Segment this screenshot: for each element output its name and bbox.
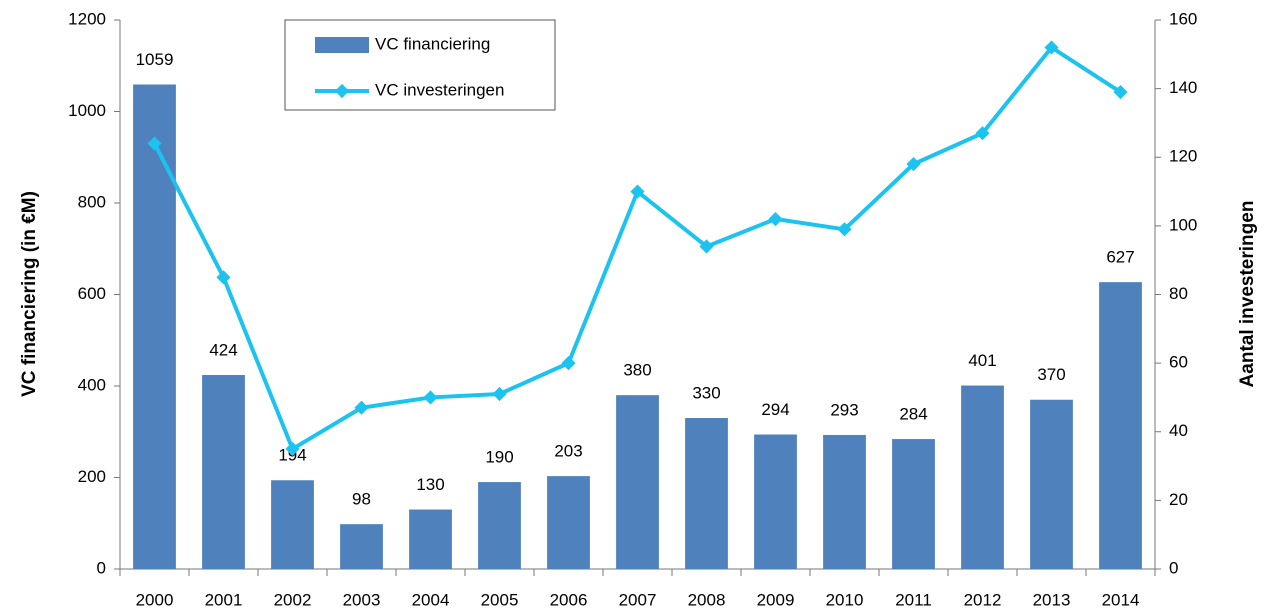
data-label: 190 xyxy=(485,448,513,467)
marker xyxy=(975,126,990,141)
marker xyxy=(1044,40,1059,55)
y-tick-label: 400 xyxy=(78,375,106,394)
y2-tick-label: 0 xyxy=(1169,558,1178,577)
x-tick-label: 2002 xyxy=(274,590,312,609)
marker xyxy=(1113,84,1128,100)
x-tick-label: 2010 xyxy=(826,590,864,609)
y2-tick-label: 120 xyxy=(1169,147,1197,166)
x-tick-label: 2003 xyxy=(343,590,381,609)
x-tick-label: 2000 xyxy=(136,590,174,609)
x-tick-label: 2006 xyxy=(550,590,588,609)
x-tick-label: 2007 xyxy=(619,590,657,609)
bar xyxy=(133,84,176,569)
data-label: 627 xyxy=(1106,248,1134,267)
bar xyxy=(547,476,590,569)
bar xyxy=(961,385,1004,569)
x-tick-label: 2008 xyxy=(688,590,726,609)
data-label: 98 xyxy=(352,490,371,509)
x-tick-label: 2011 xyxy=(895,590,932,609)
marker xyxy=(216,270,231,285)
data-label: 130 xyxy=(416,475,444,494)
y-tick-label: 0 xyxy=(97,558,106,577)
data-label: 294 xyxy=(761,400,789,419)
y-tick-label: 800 xyxy=(78,192,106,211)
x-tick-label: 2009 xyxy=(757,590,795,609)
legend-marker xyxy=(334,83,350,99)
bar xyxy=(271,480,314,569)
bar xyxy=(754,434,797,569)
marker xyxy=(285,441,300,456)
marker xyxy=(630,184,645,199)
legend-box xyxy=(284,19,556,111)
bar xyxy=(340,524,383,569)
y2-tick-label: 100 xyxy=(1169,215,1197,234)
bar xyxy=(1099,282,1142,569)
bar xyxy=(409,509,452,569)
data-label: 401 xyxy=(968,351,996,370)
x-tick-label: 2005 xyxy=(481,590,519,609)
y2-tick-label: 80 xyxy=(1169,284,1188,303)
y2-axis-label: Aantal investeringen xyxy=(1237,201,1258,388)
data-label: 424 xyxy=(209,341,237,360)
y2-tick-label: 160 xyxy=(1169,9,1197,28)
y-tick-label: 600 xyxy=(78,284,106,303)
marker xyxy=(423,390,438,405)
data-label: 293 xyxy=(830,400,858,419)
bar xyxy=(202,375,245,569)
x-tick-label: 2001 xyxy=(205,590,243,609)
marker xyxy=(147,136,162,151)
data-label: 1059 xyxy=(136,50,174,69)
legend-label: VC investeringen xyxy=(375,80,504,99)
bar xyxy=(478,482,521,569)
data-label: 203 xyxy=(554,442,582,461)
legend-swatch xyxy=(315,37,369,53)
x-tick-label: 2012 xyxy=(964,590,1002,609)
y2-tick-label: 60 xyxy=(1169,353,1188,372)
x-tick-label: 2004 xyxy=(412,590,450,609)
marker xyxy=(906,157,921,172)
y-tick-label: 200 xyxy=(78,467,106,486)
bar xyxy=(892,439,935,569)
x-tick-label: 2013 xyxy=(1033,590,1071,609)
y-axis-label: VC financiering (in €M) xyxy=(19,191,40,397)
legend-label: VC financiering xyxy=(375,34,490,53)
marker xyxy=(354,400,369,415)
data-label: 284 xyxy=(899,405,927,424)
y-tick-label: 1200 xyxy=(68,9,106,28)
marker xyxy=(837,222,852,237)
bar xyxy=(616,395,659,569)
data-label: 330 xyxy=(692,384,720,403)
y2-tick-label: 20 xyxy=(1169,490,1188,509)
marker xyxy=(561,356,576,371)
y2-tick-label: 140 xyxy=(1169,78,1197,97)
marker xyxy=(768,211,783,227)
bar xyxy=(1030,399,1073,569)
bar xyxy=(685,418,728,569)
marker xyxy=(492,386,507,402)
marker xyxy=(699,239,714,254)
data-label: 370 xyxy=(1037,365,1065,384)
y-tick-label: 1000 xyxy=(68,101,106,120)
y2-tick-label: 40 xyxy=(1169,421,1188,440)
x-tick-label: 2014 xyxy=(1102,590,1140,609)
bar xyxy=(823,434,866,569)
data-label: 380 xyxy=(623,361,651,380)
